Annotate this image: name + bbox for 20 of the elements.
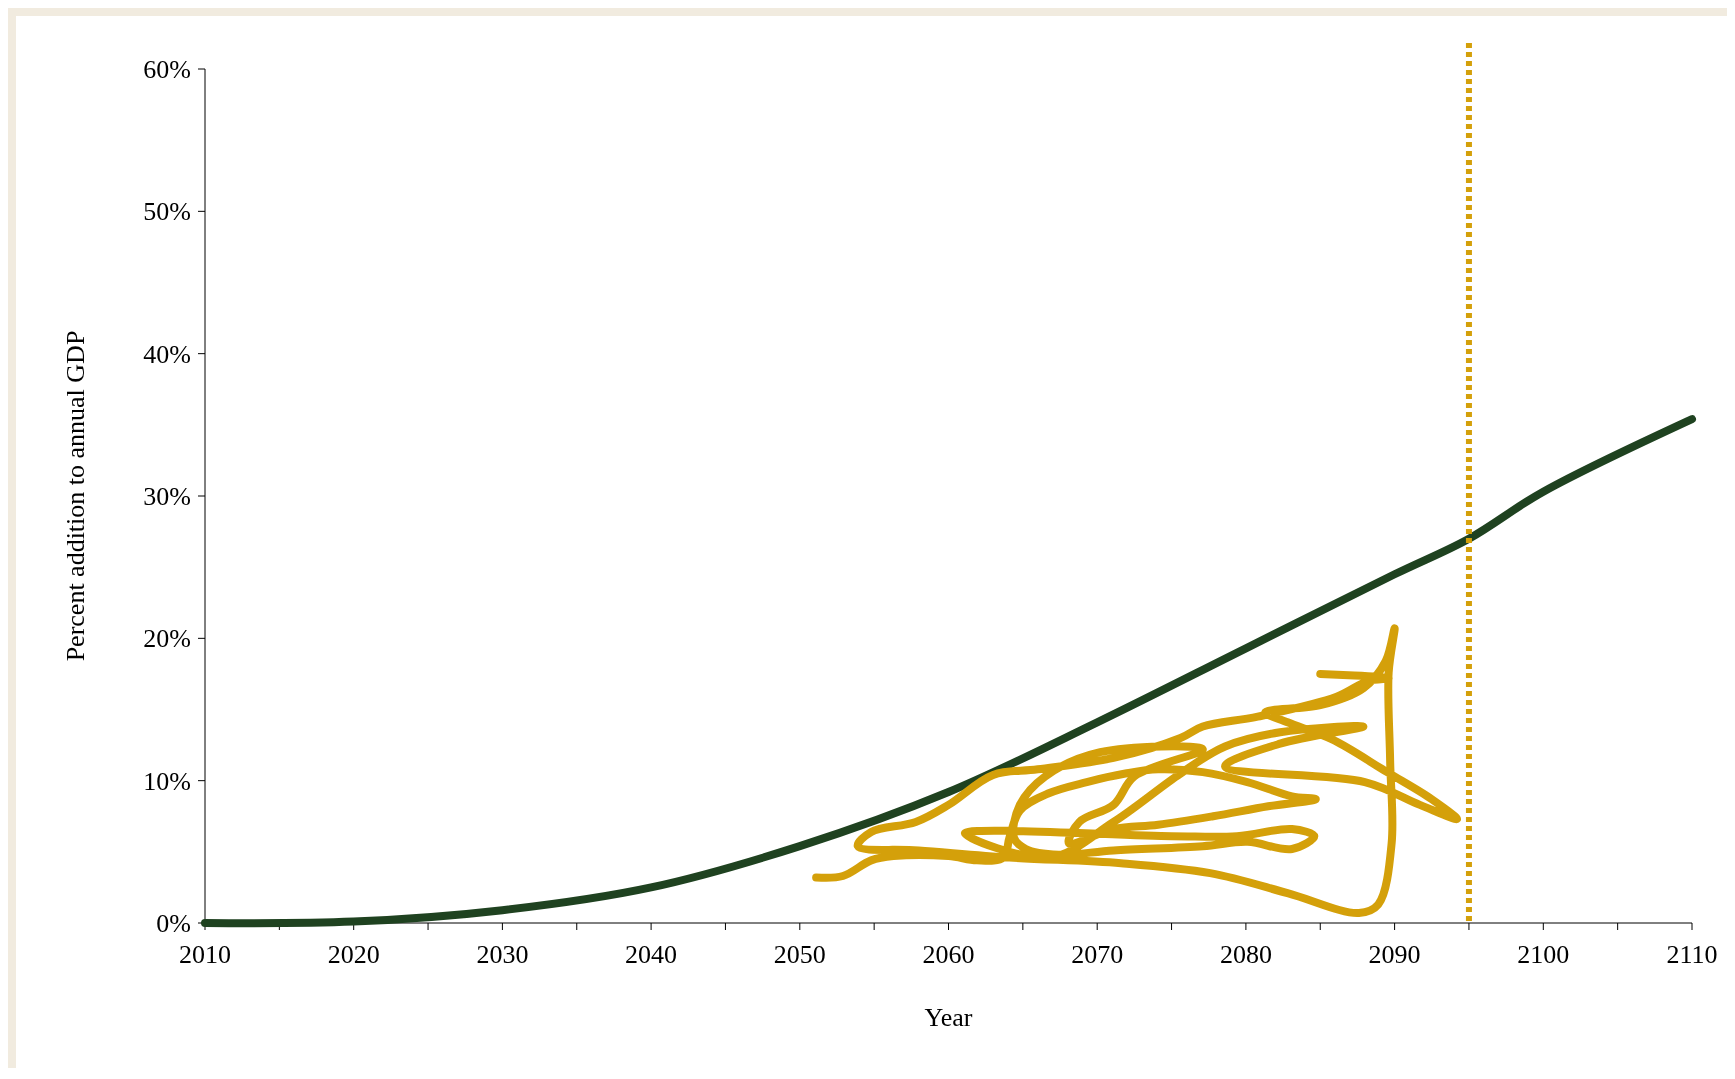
x-axis-title: Year [924,1003,973,1032]
y-tick-label: 0% [156,909,191,939]
x-tick-label: 2050 [773,940,826,969]
x-tick-label: 2030 [476,940,529,969]
x-tick-label: 2100 [1517,940,1570,969]
x-tick-label: 2080 [1219,940,1272,969]
x-tick-label: 2090 [1368,940,1421,969]
y-tick-label: 10% [143,766,191,796]
y-tick-label: 60% [143,55,191,85]
x-tick-label: 2040 [625,940,678,969]
x-tick-label: 2110 [1666,940,1718,969]
y-tick-label: 40% [143,339,191,369]
x-tick-label: 2020 [327,940,380,969]
y-axis-title: Percent addition to annual GDP [61,330,90,662]
y-tick-label: 30% [143,482,191,512]
y-tick-label: 50% [143,197,191,227]
x-tick-label: 2070 [1071,940,1124,969]
x-tick-label: 2060 [922,940,975,969]
y-tick-label: 20% [143,624,191,654]
x-tick-label: 2010 [179,940,231,969]
